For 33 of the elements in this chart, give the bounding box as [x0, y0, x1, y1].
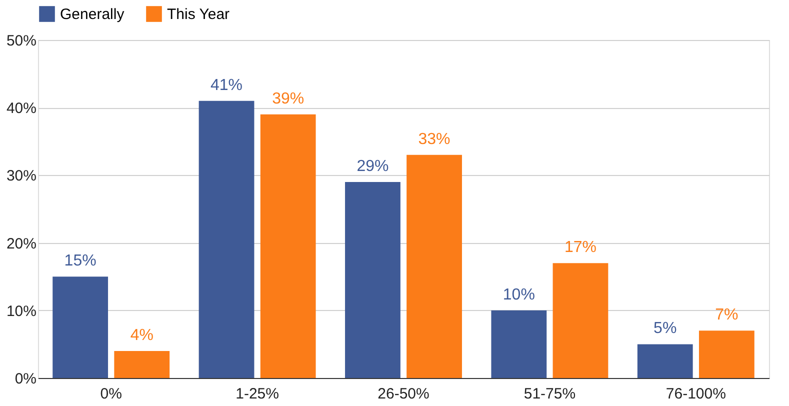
y-tick-label: 0% — [14, 370, 36, 388]
legend-label: Generally — [60, 6, 125, 23]
data-label: 17% — [564, 239, 596, 256]
x-tick-label: 0% — [100, 386, 122, 402]
legend-label: This Year — [167, 6, 230, 23]
bar — [345, 182, 400, 378]
bar — [698, 330, 754, 378]
bar — [491, 310, 547, 378]
bar — [552, 263, 608, 378]
bar — [406, 154, 462, 378]
y-tick-label: 40% — [6, 100, 36, 118]
data-label: 4% — [130, 326, 154, 344]
data-label: 29% — [356, 158, 389, 175]
y-tick-label: 20% — [6, 235, 36, 252]
bar — [114, 350, 170, 378]
data-label: 15% — [64, 252, 96, 270]
data-label: 7% — [715, 306, 738, 324]
y-tick-label: 50% — [6, 32, 36, 50]
x-tick-label: 51-75% — [524, 386, 576, 402]
data-label: 33% — [418, 130, 450, 148]
x-tick-label: 1-25% — [236, 386, 279, 402]
x-tick-label: 26-50% — [378, 386, 430, 402]
bar — [260, 114, 316, 378]
y-tick-label: 10% — [6, 302, 36, 320]
bar — [198, 100, 254, 378]
bar — [52, 276, 108, 378]
data-label: 10% — [502, 286, 535, 304]
data-label: 39% — [272, 90, 304, 108]
bar — [637, 344, 693, 378]
y-tick-label: 30% — [6, 168, 36, 185]
x-tick-label: 76-100% — [666, 386, 726, 402]
data-label: 41% — [210, 76, 243, 94]
data-label: 5% — [654, 320, 677, 338]
